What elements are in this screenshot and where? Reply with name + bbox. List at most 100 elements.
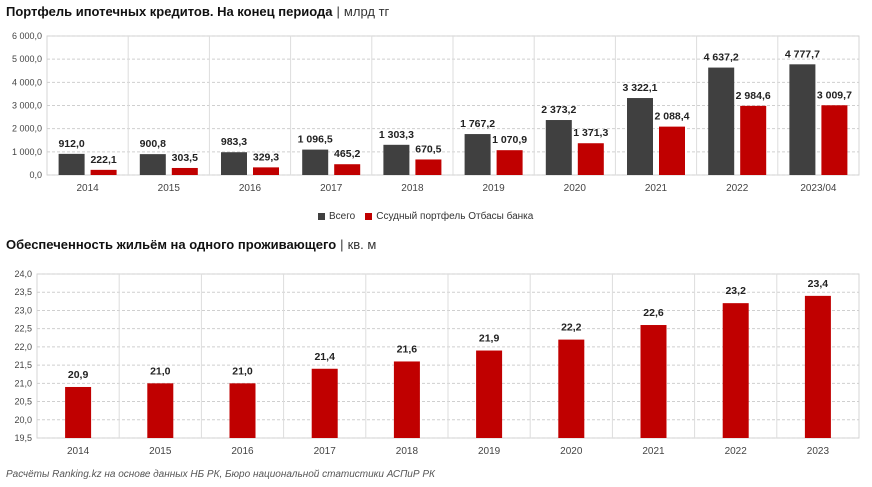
- x-tick-label: 2014: [76, 183, 99, 194]
- x-tick-label: 2023/04: [800, 183, 837, 194]
- y-tick-label: 23,5: [14, 287, 32, 297]
- bar-total: [58, 153, 85, 175]
- y-tick-label: 20,0: [14, 415, 32, 425]
- bar-otbasy: [577, 143, 604, 175]
- chart2-title: Обеспеченность жильём на одного проживаю…: [6, 237, 376, 252]
- x-tick-label: 2015: [149, 446, 172, 457]
- data-label-otbasy: 1 371,3: [573, 127, 608, 139]
- y-tick-label: 5 000,0: [12, 54, 42, 64]
- data-label-housing: 21,4: [314, 351, 335, 363]
- bar-total: [627, 98, 653, 175]
- x-tick-label: 2018: [401, 183, 424, 194]
- y-tick-label: 20,5: [14, 397, 32, 407]
- bar-total: [139, 154, 166, 175]
- bar-otbasy: [740, 105, 767, 175]
- bar-total: [545, 120, 572, 175]
- data-label-total: 900,8: [140, 138, 166, 150]
- bar-housing: [147, 383, 174, 438]
- bar-housing: [476, 350, 503, 438]
- x-tick-label: 2015: [158, 183, 181, 194]
- housing-per-capita-chart: 19,5 20,0 20,5 21,0 21,5 22,0 22,5 23,0 23,5 24,0…: [14, 269, 860, 457]
- bar-total: [708, 67, 735, 175]
- data-label-total: 1 303,3: [379, 129, 414, 141]
- bar-housing: [229, 383, 256, 438]
- data-label-total: 1 767,2: [460, 118, 495, 130]
- bar-otbasy: [171, 167, 198, 175]
- bar-housing: [311, 368, 338, 438]
- chart2-title-separator: |: [340, 237, 344, 252]
- x-tick-label: 2021: [642, 446, 665, 457]
- source-footnote: Расчёты Ranking.kz на основе данных НБ Р…: [6, 469, 435, 480]
- data-label-otbasy: 2 088,4: [654, 111, 689, 123]
- y-tick-label: 22,5: [14, 324, 32, 334]
- x-tick-label: 2018: [396, 446, 419, 457]
- data-label-otbasy: 222,1: [90, 154, 116, 166]
- x-tick-label: 2020: [560, 446, 583, 457]
- y-tick-label: 23,0: [14, 305, 32, 315]
- x-tick-label: 2017: [314, 446, 337, 457]
- bar-otbasy: [415, 159, 442, 175]
- legend-swatch-total: [318, 213, 325, 220]
- x-tick-label: 2014: [67, 446, 90, 457]
- mortgage-portfolio-chart: 0,0 1 000,0 2 000,0 3 000,0 4 000,0 5 000,0 6 …: [12, 31, 860, 194]
- y-tick-label: 0,0: [29, 170, 42, 180]
- data-label-total: 4 777,7: [785, 48, 820, 60]
- bar-otbasy: [90, 169, 117, 175]
- bar-housing: [804, 295, 831, 438]
- data-label-housing: 23,4: [808, 278, 829, 290]
- y-tick-label: 21,5: [14, 360, 32, 370]
- data-label-housing: 20,9: [68, 369, 89, 381]
- legend-item-otbasy: Ссудный портфель Отбасы банка: [365, 211, 533, 222]
- data-label-housing: 22,2: [561, 322, 582, 334]
- chart2-title-text: Обеспеченность жильём на одного проживаю…: [6, 237, 337, 252]
- bar-otbasy: [659, 126, 685, 175]
- data-label-total: 912,0: [58, 138, 84, 150]
- x-tick-label: 2022: [726, 183, 749, 194]
- data-label-total: 983,3: [221, 136, 247, 148]
- legend-swatch-otbasy: [365, 213, 373, 220]
- chart1-legend: Всего Ссудный портфель Отбасы банка: [318, 211, 533, 222]
- y-tick-label: 3 000,0: [12, 101, 42, 111]
- y-tick-label: 24,0: [14, 269, 32, 279]
- data-label-otbasy: 1 070,9: [492, 134, 527, 146]
- bar-otbasy: [496, 150, 523, 175]
- y-tick-label: 22,0: [14, 342, 32, 352]
- data-label-housing: 23,2: [725, 285, 746, 297]
- data-label-total: 3 322,1: [622, 82, 657, 94]
- chart1-title: Портфель ипотечных кредитов. На конец пе…: [6, 4, 389, 19]
- chart1-title-text: Портфель ипотечных кредитов. На конец пе…: [6, 4, 333, 19]
- legend-label-otbasy: Ссудный портфель Отбасы банка: [376, 211, 534, 222]
- chart1-title-separator: |: [336, 4, 340, 19]
- x-tick-label: 2019: [482, 183, 505, 194]
- bar-housing: [722, 303, 749, 438]
- data-label-otbasy: 465,2: [334, 148, 360, 160]
- data-label-otbasy: 3 009,7: [817, 89, 852, 101]
- data-label-total: 4 637,2: [704, 52, 739, 64]
- legend-label-total: Всего: [329, 211, 356, 222]
- data-label-housing: 21,0: [232, 365, 253, 377]
- bar-total: [383, 144, 410, 175]
- y-tick-label: 21,0: [14, 378, 32, 388]
- data-label-total: 1 096,5: [298, 134, 333, 146]
- bar-housing: [640, 325, 667, 438]
- data-label-total: 2 373,2: [541, 104, 576, 116]
- y-tick-label: 6 000,0: [12, 31, 42, 41]
- x-tick-label: 2019: [478, 446, 501, 457]
- chart2-unit: кв. м: [347, 237, 377, 252]
- x-tick-label: 2017: [320, 183, 343, 194]
- x-tick-label: 2021: [645, 183, 668, 194]
- data-label-otbasy: 303,5: [172, 152, 198, 164]
- bar-total: [302, 149, 329, 175]
- bar-total: [789, 64, 816, 175]
- data-label-otbasy: 329,3: [253, 151, 279, 163]
- x-tick-label: 2016: [231, 446, 254, 457]
- x-tick-label: 2016: [239, 183, 262, 194]
- data-label-housing: 21,6: [397, 343, 418, 355]
- bar-otbasy: [821, 105, 848, 175]
- chart1-unit: млрд тг: [343, 4, 390, 19]
- data-label-otbasy: 670,5: [415, 143, 441, 155]
- y-tick-label: 1 000,0: [12, 147, 42, 157]
- x-tick-label: 2023: [807, 446, 830, 457]
- data-label-housing: 21,0: [150, 365, 171, 377]
- x-tick-label: 2022: [725, 446, 748, 457]
